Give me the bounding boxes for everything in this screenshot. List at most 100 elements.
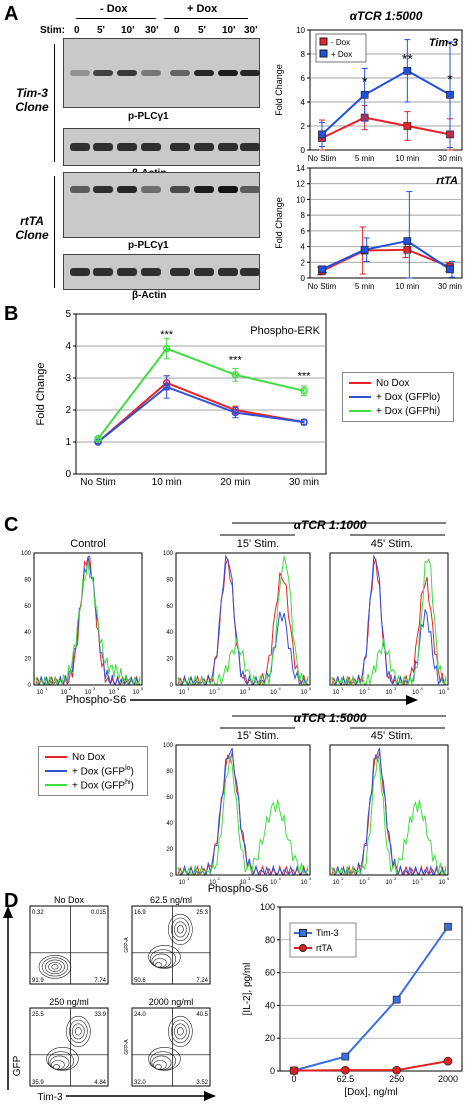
blot-band — [141, 70, 161, 76]
hist-control-frame — [33, 552, 143, 686]
x-axis-label: Tim-3 — [37, 1092, 63, 1103]
x-tick-exponent: 4 — [117, 686, 120, 691]
contour-ring — [174, 1023, 187, 1040]
x-tick-exponent: 1 — [187, 686, 190, 691]
chart-a2-rtta-fold-change: 0 2 4 6 8 10 12 14 No Stim 5 min 10 min 30 min Fold … — [274, 164, 463, 291]
hist-1000-45-frame — [329, 552, 449, 686]
contour-ring — [148, 945, 181, 969]
data-point — [162, 383, 171, 391]
series-line — [321, 240, 451, 271]
series-line — [321, 248, 451, 272]
x-tick-exponent: 4 — [279, 876, 282, 881]
x-tick-exponent: 3 — [93, 686, 96, 691]
blot-band — [117, 268, 137, 276]
quadrant-value: 3.52 — [196, 1080, 208, 1086]
data-point — [289, 1066, 299, 1076]
y-tick-label: 10 — [296, 195, 305, 204]
blot-label-actin-2: β-Actin — [132, 290, 167, 301]
blot-timepoint: 0 — [174, 25, 180, 36]
blot-band — [70, 186, 90, 193]
y-tick-label: 4 — [65, 341, 71, 352]
blot-bands — [70, 70, 260, 276]
contour-ring — [41, 957, 69, 977]
y-tick-label: 0 — [270, 1066, 275, 1076]
blot-band — [194, 70, 214, 76]
blot-group-plus-dox: + Dox — [187, 3, 218, 15]
legend-c-text-1: + Dox (GFPlo) — [72, 764, 134, 778]
chart-title: Phospho-ERK — [250, 325, 320, 337]
x-tick-label: No Stim — [308, 154, 337, 163]
data-point — [318, 265, 326, 274]
y-tick-label: 20 — [265, 1033, 275, 1043]
legend-b-swatch-1 — [349, 396, 371, 398]
x-tick-exponent: 4 — [421, 686, 424, 691]
blot-timepoint: 0 — [74, 25, 80, 36]
clone-label-rtta: rtTA Clone — [10, 214, 54, 242]
contour-ring — [174, 921, 187, 938]
x-tick-label: 10 — [412, 690, 419, 696]
y-tick-label: 4 — [301, 243, 306, 252]
data-point — [392, 1065, 402, 1075]
blot-band — [70, 268, 90, 276]
blot-band — [141, 268, 161, 276]
y-tick-label: 14 — [296, 164, 305, 173]
blot-band — [218, 143, 238, 151]
x-tick-label: 10 — [209, 690, 216, 696]
x-tick-label: 10 — [359, 690, 366, 696]
data-point — [403, 237, 412, 245]
contour-ring — [168, 1015, 193, 1047]
x-tick-label: 2000 — [438, 1074, 458, 1084]
panel-label-b: B — [4, 303, 19, 325]
contour-plots: No Dox 0.32 0.015 91.9 7.74 62.5 ng/ml 16.9 25.… — [3, 895, 216, 1103]
contour-ring — [51, 964, 59, 970]
blot-band — [240, 70, 260, 76]
legend-b-swatch-0 — [349, 382, 371, 384]
x-tick-label: 10 — [439, 690, 446, 696]
hist-1000-15-frame — [175, 552, 311, 686]
contour-ring — [38, 955, 72, 979]
contour-frame — [131, 905, 211, 985]
blot-timepoint: 30' — [145, 25, 159, 36]
hist-control-curve — [35, 561, 141, 686]
x-tick-exponent: 5 — [309, 876, 312, 881]
contour-frame — [29, 905, 109, 985]
y-tick-label: 80 — [166, 769, 173, 775]
x-tick-label: 30 min — [438, 154, 462, 163]
clone-label-tim3-line1: Tim-3 — [16, 86, 48, 100]
legend-b-text-0: No Dox — [376, 377, 410, 389]
y-tick-label: 100 — [163, 551, 174, 557]
contour-ring — [48, 961, 62, 972]
blot-band — [170, 70, 190, 76]
quadrant-value: 0.32 — [32, 910, 44, 916]
x-tick-label: 0 — [291, 1074, 296, 1084]
panel-label-c: C — [4, 514, 19, 536]
contour-ring — [75, 1027, 82, 1036]
side-label: GFP-A — [124, 937, 130, 953]
y-tick-label: 5 — [65, 309, 71, 320]
y-tick-label: 0 — [170, 683, 174, 689]
blot-band — [218, 186, 238, 193]
x-tick-label: 10 — [179, 880, 186, 886]
quadrant-value: 35.9 — [32, 1080, 44, 1086]
x-tick-exponent: 4 — [421, 876, 424, 881]
legend-c-item-0: No Dox — [39, 750, 147, 764]
x-arrow-head — [204, 1091, 216, 1101]
blot-band — [141, 186, 161, 193]
blot-band — [117, 70, 137, 76]
data-point — [403, 122, 412, 130]
side-label: GFP-A — [124, 1039, 130, 1055]
y-tick-label: 100 — [260, 902, 275, 912]
blot-stim-label: Stim: — [40, 25, 65, 36]
hist-1000-45-curve — [331, 557, 447, 686]
y-tick-label: 6 — [301, 74, 306, 83]
x-tick-exponent: 3 — [394, 686, 397, 691]
x-tick-label: 10 — [270, 690, 277, 696]
contour-title: 2000 ng/ml — [149, 997, 194, 1007]
x-tick-label: 10 — [333, 880, 340, 886]
y-tick-label: 60 — [24, 604, 31, 610]
y-tick-label: 8 — [301, 50, 306, 59]
y-tick-label: 1 — [65, 437, 71, 448]
quadrant-value: 4.84 — [94, 1080, 106, 1086]
contour-title: 250 ng/ml — [49, 997, 89, 1007]
y-axis-label: Fold Change — [274, 197, 284, 249]
